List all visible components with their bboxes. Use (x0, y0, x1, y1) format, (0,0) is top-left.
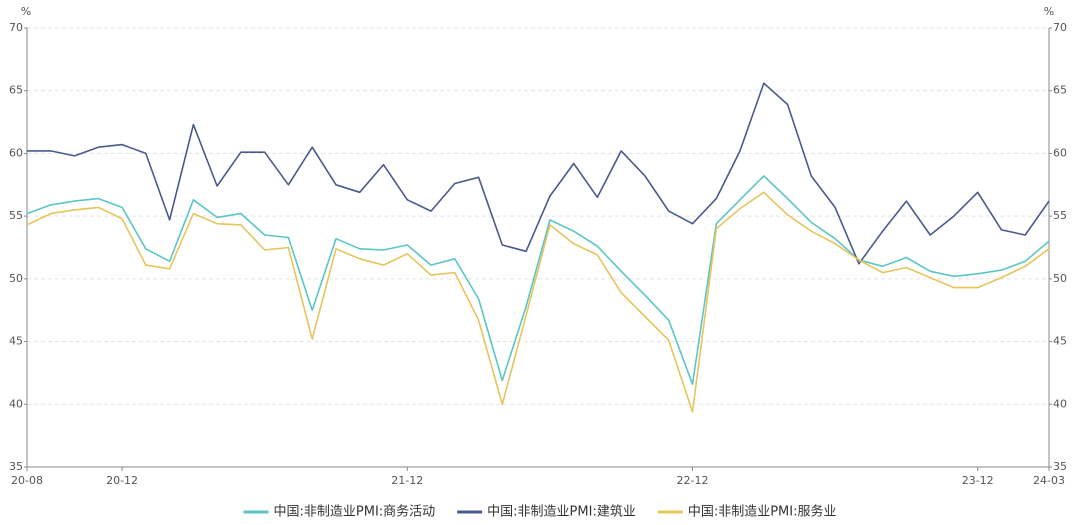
legend-text: 中国:非制造业PMI:建筑业 (487, 504, 636, 520)
y-tick-label: 55 (9, 209, 23, 222)
y-tick-label: 40 (9, 397, 23, 410)
series-line (26, 191, 1050, 413)
x-tick-label: 23-12 (962, 474, 994, 487)
y-tick-label: 50 (9, 272, 23, 285)
y2-tick-label: 70 (1053, 21, 1067, 34)
x-tick-label: 20-12 (106, 474, 138, 487)
y-tick-label: 35 (9, 460, 23, 473)
legend-text: 中国:非制造业PMI:商务活动 (274, 504, 436, 520)
series-line (26, 175, 1050, 385)
x-tick-label: 22-12 (677, 474, 709, 487)
y-tick-label: 45 (9, 335, 23, 348)
y2-tick-label: 65 (1053, 84, 1067, 97)
y-tick-label: 65 (9, 84, 23, 97)
y-tick-label: 60 (9, 146, 23, 159)
y2-tick-label: 45 (1053, 335, 1067, 348)
series-line (27, 82, 1050, 265)
x-tick-label: 21-12 (391, 474, 423, 487)
y2-tick-label: 55 (1053, 209, 1067, 222)
y2-tick-label: 35 (1053, 460, 1067, 473)
x-tick-label: 24-03 (1033, 474, 1065, 487)
y2-tick-label: 50 (1053, 272, 1067, 285)
y2-tick-label: 60 (1053, 146, 1067, 159)
x-tick-label: 20-08 (11, 474, 43, 487)
y2-tick-label: 40 (1053, 397, 1067, 410)
legend-text: 中国:非制造业PMI:服务业 (688, 504, 837, 520)
y-unit: % (21, 5, 31, 18)
y2-unit: % (1044, 5, 1054, 18)
y-tick-label: 70 (9, 21, 23, 34)
